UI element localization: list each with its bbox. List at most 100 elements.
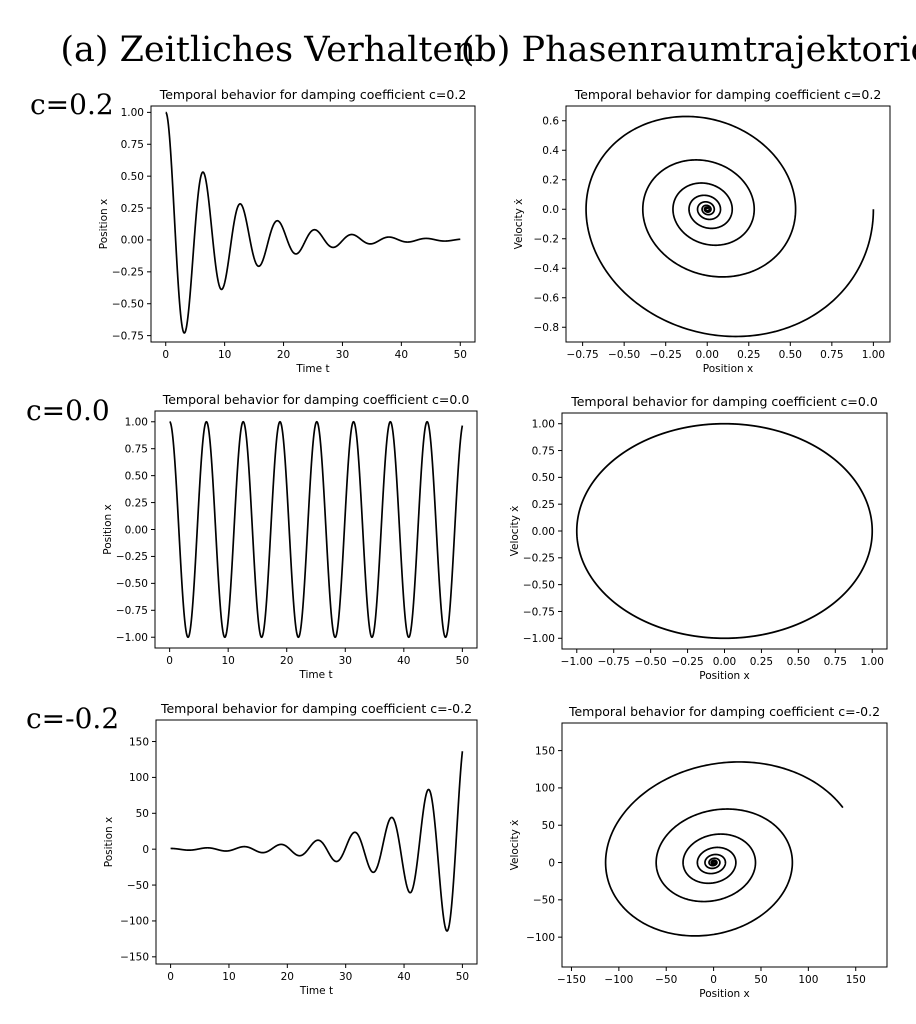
chart-panel-r0c0: Temporal behavior for damping coefficien… — [98, 87, 476, 375]
y-tick-label: 150 — [535, 745, 555, 757]
y-tick-label: −150 — [120, 952, 149, 964]
y-tick-label: 0.75 — [121, 139, 144, 151]
chart-title: Temporal behavior for damping coefficien… — [160, 701, 472, 716]
y-tick-label: −0.4 — [534, 263, 560, 275]
y-tick-label: 1.00 — [121, 107, 144, 119]
y-tick-label: −50 — [533, 895, 555, 907]
x-tick-label: 1.00 — [862, 349, 885, 361]
y-tick-label: −50 — [127, 880, 149, 892]
x-tick-label: 20 — [277, 349, 290, 361]
x-tick-label: −0.75 — [567, 349, 599, 361]
y-tick-label: 0.25 — [532, 499, 555, 511]
x-tick-label: 0.00 — [713, 656, 736, 668]
y-tick-label: −0.6 — [534, 293, 560, 305]
y-tick-label: 0.2 — [542, 175, 559, 187]
y-tick-label: −0.50 — [116, 578, 148, 590]
y-tick-label: 50 — [136, 808, 149, 820]
x-tick-label: 40 — [395, 349, 408, 361]
y-tick-label: 0.6 — [542, 116, 559, 128]
x-tick-label: 0 — [166, 655, 173, 667]
y-tick-label: −100 — [526, 932, 555, 944]
y-axis-label: Velocity ẋ — [509, 820, 521, 871]
y-axis-label: Position x — [102, 504, 114, 554]
y-axis-label: Velocity ẋ — [509, 506, 521, 557]
y-tick-label: 0.25 — [121, 203, 144, 215]
x-tick-label: −0.50 — [635, 656, 667, 668]
y-axis-label: Position x — [98, 199, 110, 249]
row-label-c-minus-0-2: c=-0.2 — [26, 702, 119, 735]
y-tick-label: 100 — [129, 772, 149, 784]
series-line — [169, 751, 464, 932]
y-tick-label: −0.50 — [523, 579, 555, 591]
chart-title: Temporal behavior for damping coefficien… — [574, 87, 882, 102]
x-axis-label: Position x — [699, 988, 749, 1000]
x-tick-label: −100 — [604, 974, 633, 986]
y-tick-label: −0.75 — [116, 605, 148, 617]
y-tick-label: −0.8 — [534, 322, 560, 334]
y-tick-label: 0.75 — [532, 445, 555, 457]
y-tick-label: −0.25 — [112, 267, 144, 279]
y-tick-label: −1.00 — [116, 632, 148, 644]
y-tick-label: −100 — [120, 916, 149, 928]
y-tick-label: 0.50 — [121, 171, 144, 183]
chart-title: Temporal behavior for damping coefficien… — [570, 394, 878, 409]
x-axis-label: Time t — [295, 363, 329, 375]
x-tick-label: −0.75 — [598, 656, 630, 668]
x-tick-label: 0.75 — [820, 349, 843, 361]
x-tick-label: 10 — [221, 655, 234, 667]
y-tick-label: 1.00 — [532, 419, 555, 431]
x-tick-label: 100 — [798, 974, 818, 986]
y-tick-label: 50 — [542, 820, 555, 832]
y-tick-label: 150 — [129, 736, 149, 748]
chart-title: Temporal behavior for damping coefficien… — [568, 704, 880, 719]
x-tick-label: 0 — [710, 974, 717, 986]
x-tick-label: −0.25 — [650, 349, 682, 361]
y-tick-label: −0.25 — [116, 551, 148, 563]
series-line — [575, 422, 874, 640]
x-tick-label: 40 — [397, 655, 410, 667]
x-tick-label: 50 — [456, 971, 469, 983]
series-line — [604, 761, 844, 937]
y-tick-label: −1.00 — [523, 633, 555, 645]
x-tick-label: −1.00 — [561, 656, 593, 668]
plot-frame — [155, 719, 478, 965]
x-tick-label: 50 — [456, 655, 469, 667]
x-axis-label: Time t — [298, 669, 332, 681]
chart-panel-r1c0: Temporal behavior for damping coefficien… — [102, 392, 478, 681]
row-label-c-0-2: c=0.2 — [30, 88, 114, 121]
chart-title: Temporal behavior for damping coefficien… — [162, 392, 470, 407]
series-line — [165, 111, 461, 334]
x-tick-label: 10 — [218, 349, 231, 361]
x-tick-label: −150 — [557, 974, 586, 986]
x-tick-label: 1.00 — [861, 656, 884, 668]
x-tick-label: 0.25 — [737, 349, 760, 361]
x-axis-label: Time t — [299, 985, 333, 997]
y-tick-label: −0.75 — [112, 330, 144, 342]
y-tick-label: 0.4 — [542, 145, 559, 157]
y-tick-label: 0.75 — [125, 444, 148, 456]
y-tick-label: 0 — [548, 857, 555, 869]
x-tick-label: −50 — [655, 974, 677, 986]
x-tick-label: 50 — [454, 349, 467, 361]
plot-frame — [561, 722, 888, 968]
x-tick-label: 30 — [336, 349, 349, 361]
x-axis-label: Position x — [703, 363, 753, 375]
y-tick-label: 0.50 — [125, 470, 148, 482]
y-tick-label: 0.00 — [121, 235, 144, 247]
y-tick-label: −0.75 — [523, 606, 555, 618]
y-tick-label: 100 — [535, 783, 555, 795]
x-axis-label: Position x — [699, 670, 749, 682]
x-tick-label: −0.50 — [608, 349, 640, 361]
y-tick-label: −0.2 — [534, 234, 560, 246]
y-tick-label: 0.0 — [542, 204, 559, 216]
plot-frame — [154, 410, 478, 649]
column-title-temporal: (a) Zeitliches Verhalten — [60, 30, 475, 70]
x-tick-label: 30 — [339, 655, 352, 667]
x-tick-label: 10 — [222, 971, 235, 983]
series-line — [168, 420, 464, 639]
chart-panel-r0c1: Temporal behavior for damping coefficien… — [513, 87, 891, 375]
plot-frame — [150, 105, 476, 343]
plot-frame — [561, 412, 888, 650]
column-title-phase-space: (b) Phasenraumtrajektorie — [461, 30, 916, 70]
